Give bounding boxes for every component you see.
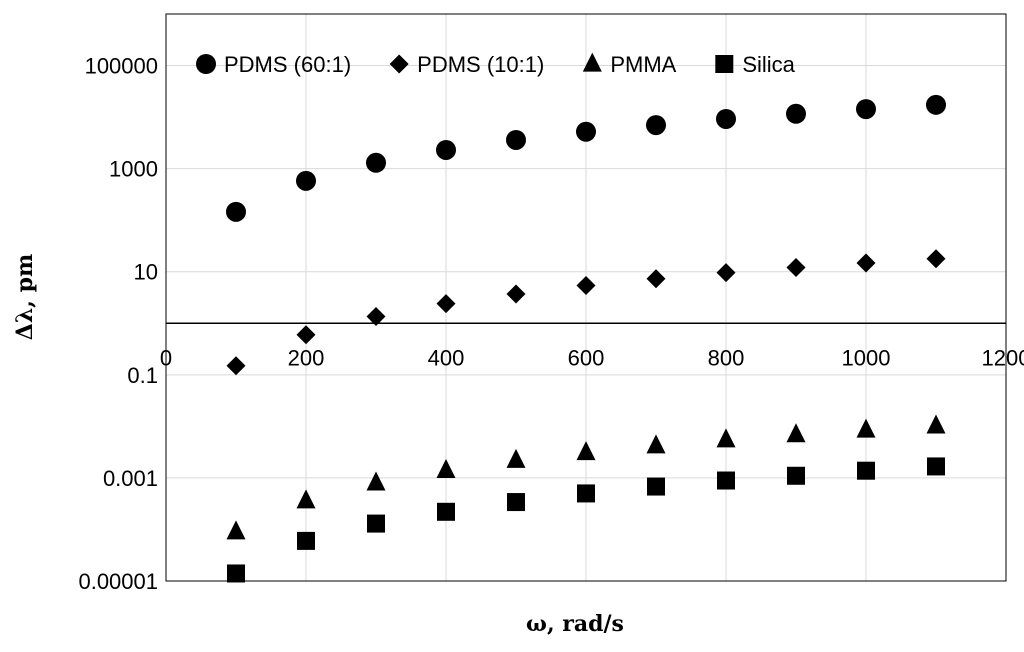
x-tick-label: 1000 (842, 345, 891, 370)
x-tick-label: 600 (568, 345, 605, 370)
y-tick-label: 1000 (109, 157, 158, 182)
x-tick-labels: 0 200 400 600 800 1000 1200 (160, 345, 1024, 370)
data-point (366, 307, 386, 327)
data-point (786, 103, 806, 124)
x-tick-label: 400 (428, 345, 465, 370)
legend-label: PDMS (60:1) (224, 52, 351, 77)
x-tick-label: 800 (708, 345, 745, 370)
y-tick-label: 10 (134, 260, 158, 285)
data-point (506, 284, 526, 304)
data-point (366, 152, 386, 173)
data-point (857, 461, 875, 480)
data-point (856, 418, 876, 438)
y-tick-label: 100000 (85, 54, 158, 79)
data-point (646, 434, 666, 454)
data-point (506, 129, 526, 150)
data-point (716, 108, 736, 129)
data-point (646, 115, 666, 136)
legend-marker (196, 54, 216, 74)
data-point (717, 471, 735, 490)
data-point (226, 201, 246, 222)
data-point (786, 257, 806, 277)
plot-border (165, 13, 1007, 582)
legend-marker (582, 52, 602, 72)
x-tick-label: 1200 (982, 345, 1024, 370)
x-tick-label: 0 (160, 345, 172, 370)
data-point (297, 531, 315, 550)
y-tick-labels: 0.00001 0.001 0.1 10 1000 100000 (78, 54, 158, 594)
data-point (226, 520, 246, 540)
data-point (436, 458, 456, 478)
data-point (436, 294, 456, 314)
data-point (366, 471, 386, 491)
data-point (786, 423, 806, 443)
x-axis-title: ω, rad/s (526, 611, 624, 637)
x-tick-label: 200 (288, 345, 325, 370)
data-point (716, 428, 736, 448)
y-tick-label: 0.00001 (78, 569, 158, 594)
legend-label: PMMA (610, 52, 676, 77)
y-tick-label: 0.001 (103, 466, 158, 491)
data-point (926, 249, 946, 269)
data-point (856, 99, 876, 120)
data-point (296, 170, 316, 191)
data-point (226, 356, 246, 376)
data-point (926, 94, 946, 115)
data-markers (226, 94, 946, 583)
data-point (437, 502, 455, 521)
data-point (576, 121, 596, 142)
data-point (576, 441, 596, 461)
legend-label: Silica (742, 52, 795, 77)
data-point (716, 263, 736, 283)
data-point (507, 493, 525, 512)
y-tick-label: 0.1 (127, 363, 158, 388)
data-point (577, 484, 595, 503)
data-point (296, 325, 316, 345)
legend-label: PDMS (10:1) (417, 52, 544, 77)
legend: PDMS (60:1) PDMS (10:1) PMMA Silica (196, 52, 796, 77)
data-point (227, 564, 245, 583)
data-point (856, 253, 876, 273)
data-point (927, 457, 945, 476)
data-point (926, 414, 946, 434)
data-point (576, 276, 596, 296)
legend-marker (715, 55, 734, 73)
data-point (506, 448, 526, 468)
data-point (646, 269, 666, 289)
data-point (787, 466, 805, 485)
data-point (647, 477, 665, 496)
legend-marker (389, 54, 409, 74)
data-point (436, 139, 456, 160)
y-axis-title: Δλ, pm (12, 254, 38, 340)
data-point (367, 514, 385, 533)
data-point (296, 489, 316, 509)
